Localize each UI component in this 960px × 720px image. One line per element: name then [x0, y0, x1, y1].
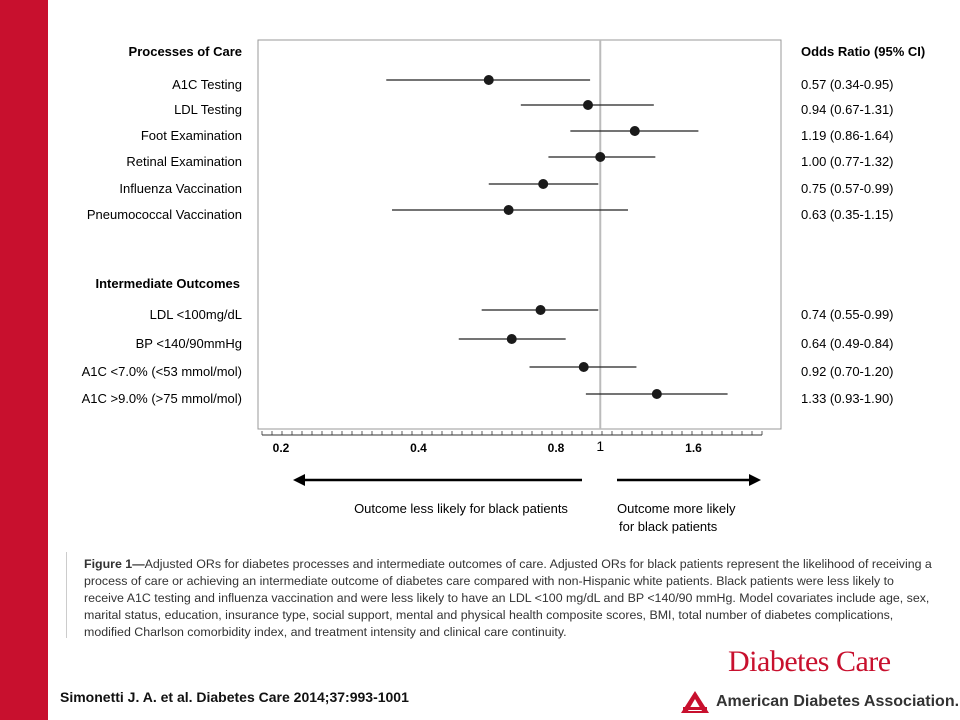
x-tick-label: 1 [596, 438, 604, 454]
row-label: Pneumococcal Vaccination [87, 207, 242, 222]
caption-lead: Figure 1— [84, 557, 145, 571]
row-label: LDL <100mg/dL [150, 307, 242, 322]
right-header: Odds Ratio (95% CI) [801, 44, 925, 59]
arrow-right-label: Outcome more likely [617, 501, 736, 516]
x-tick-label: 1.6 [685, 441, 702, 455]
row-label: A1C Testing [172, 77, 242, 92]
plot-frame [257, 39, 782, 430]
or-value: 0.64 (0.49-0.84) [801, 336, 894, 351]
caption-rule [66, 552, 67, 638]
caption-body: Adjusted ORs for diabetes processes and … [84, 557, 932, 639]
x-tick-label: 0.8 [548, 441, 565, 455]
ada-triangle-icon [681, 691, 709, 713]
or-point [483, 75, 494, 85]
right-arrow-head [749, 474, 761, 486]
row-label: LDL Testing [174, 102, 242, 117]
or-point [578, 362, 589, 372]
or-point [582, 100, 593, 110]
journal-logo: Diabetes Care [728, 645, 891, 678]
or-value: 1.33 (0.93-1.90) [801, 391, 894, 406]
forest-plot: Processes of Care Odds Ratio (95% CI) A1C … [82, 39, 925, 534]
row-label: Foot Examination [141, 128, 242, 143]
or-value: 1.19 (0.86-1.64) [801, 128, 894, 143]
or-value: 0.57 (0.34-0.95) [801, 77, 894, 92]
left-header: Processes of Care [129, 44, 242, 59]
or-point [629, 126, 640, 136]
or-value: 0.63 (0.35-1.15) [801, 207, 894, 222]
or-point [535, 305, 546, 315]
or-point [503, 205, 514, 215]
row-label: A1C <7.0% (<53 mmol/mol) [82, 364, 242, 379]
figure-caption: Figure 1—Adjusted ORs for diabetes proce… [84, 556, 934, 641]
row-label: A1C >9.0% (>75 mmol/mol) [82, 391, 242, 406]
ada-name: American Diabetes Association. [716, 693, 960, 710]
or-point [651, 389, 662, 399]
or-value: 0.92 (0.70-1.20) [801, 364, 894, 379]
arrow-right-label: for black patients [619, 519, 718, 534]
or-value: 0.74 (0.55-0.99) [801, 307, 894, 322]
ada-logo: American Diabetes Association. [680, 690, 959, 714]
row-label: BP <140/90mmHg [136, 336, 242, 351]
left-arrow-head [293, 474, 305, 486]
or-value: 0.94 (0.67-1.31) [801, 102, 894, 117]
or-point [595, 152, 606, 162]
or-point [506, 334, 517, 344]
section-title: Intermediate Outcomes [96, 276, 241, 291]
or-point [538, 179, 549, 189]
or-value: 1.00 (0.77-1.32) [801, 154, 894, 169]
row-label: Influenza Vaccination [119, 181, 242, 196]
citation: Simonetti J. A. et al. Diabetes Care 201… [60, 689, 409, 705]
red-side-band [0, 0, 48, 720]
x-tick-label: 0.2 [273, 441, 290, 455]
x-tick-label: 0.4 [410, 441, 427, 455]
arrow-left-label: Outcome less likely for black patients [354, 501, 568, 516]
or-value: 0.75 (0.57-0.99) [801, 181, 894, 196]
row-label: Retinal Examination [126, 154, 242, 169]
